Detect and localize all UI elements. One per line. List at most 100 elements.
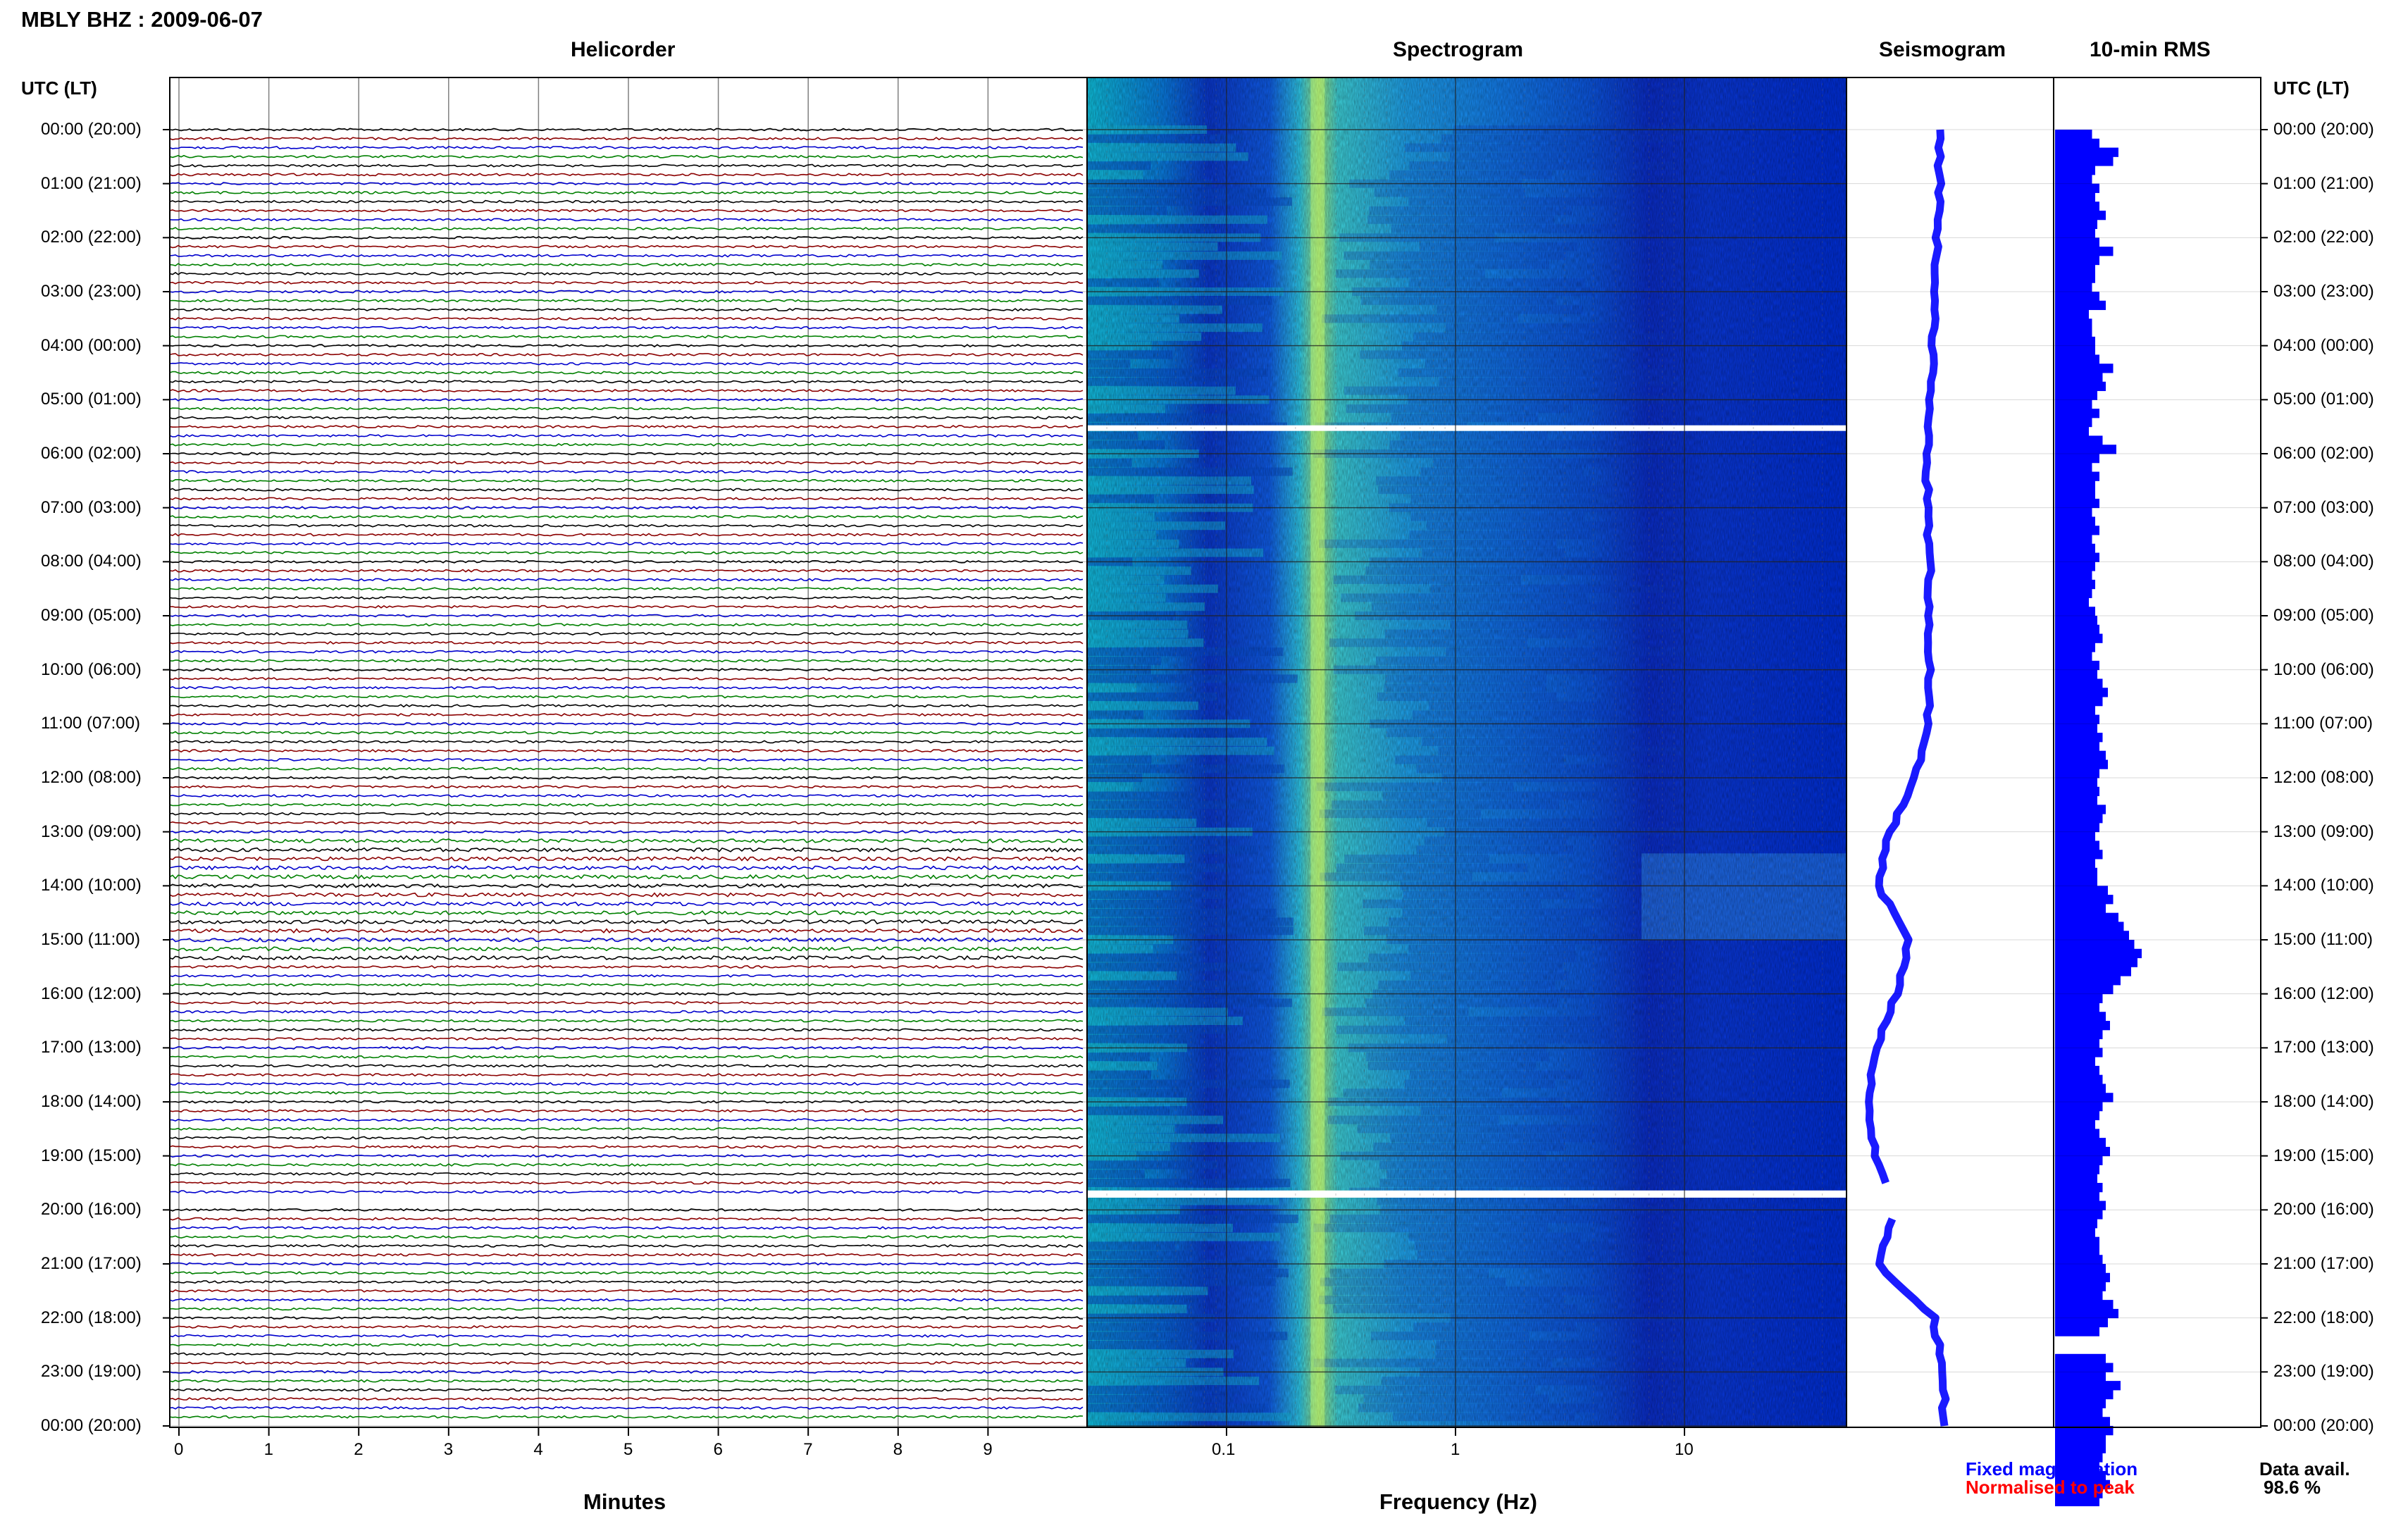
helicorder-trace bbox=[170, 1397, 1084, 1401]
rms-bar bbox=[2055, 1210, 2103, 1220]
rms-bar bbox=[2055, 976, 2121, 986]
helicorder-trace bbox=[170, 623, 1084, 627]
rms-bar bbox=[2055, 1479, 2110, 1489]
hour-label-right: 00:00 (20:00) bbox=[2273, 1416, 2374, 1435]
helicorder-trace bbox=[170, 937, 1084, 943]
rms-bar bbox=[2055, 624, 2099, 635]
hour-label-right: 11:00 (07:00) bbox=[2273, 714, 2373, 733]
hour-label-right: 16:00 (12:00) bbox=[2273, 984, 2374, 1003]
rms-bar bbox=[2055, 1065, 2099, 1076]
hour-label-left: 22:00 (18:00) bbox=[41, 1308, 142, 1327]
helicorder-trace bbox=[170, 587, 1084, 591]
minute-tick-label: 7 bbox=[803, 1440, 813, 1459]
helicorder-trace bbox=[170, 767, 1084, 771]
rms-bar bbox=[2055, 1003, 2099, 1012]
helicorder-trace bbox=[170, 847, 1084, 852]
helicorder-trace bbox=[170, 1055, 1084, 1059]
rms-bar bbox=[2055, 373, 2103, 383]
helicorder-trace bbox=[170, 676, 1084, 681]
frequency-tick-label: 0.1 bbox=[1212, 1440, 1236, 1459]
rms-bar bbox=[2055, 535, 2092, 545]
helicorder-trace bbox=[170, 254, 1084, 258]
rms-bar bbox=[2055, 1227, 2095, 1238]
hour-label-left: 15:00 (11:00) bbox=[41, 930, 140, 949]
rms-bar bbox=[2055, 345, 2095, 355]
legend-fixed-magnification: Fixed magnification bbox=[1966, 1458, 2138, 1479]
helicorder-grid bbox=[170, 77, 1087, 1427]
helicorder-trace bbox=[170, 992, 1084, 996]
hour-label-right: 01:00 (21:00) bbox=[2273, 173, 2374, 193]
rms-bar bbox=[2055, 948, 2142, 959]
helicorder-trace bbox=[170, 497, 1084, 501]
helicorder-trace bbox=[170, 1064, 1084, 1068]
helicorder-trace bbox=[170, 551, 1084, 555]
helicorder-trace bbox=[170, 1000, 1084, 1005]
helicorder-trace bbox=[170, 640, 1084, 645]
hour-label-right: 04:00 (00:00) bbox=[2273, 335, 2374, 355]
rms-bars bbox=[2054, 129, 2261, 1506]
helicorder-trace bbox=[170, 137, 1084, 141]
helicorder-trace bbox=[170, 488, 1084, 492]
rms-bar bbox=[2055, 219, 2097, 230]
hour-label-left: 00:00 (20:00) bbox=[41, 1416, 142, 1435]
rms-bar bbox=[2055, 876, 2097, 886]
page-title: MBLY BHZ : 2009-06-07 bbox=[21, 7, 263, 32]
helicorder-trace bbox=[170, 830, 1084, 834]
helicorder-trace bbox=[170, 1109, 1084, 1113]
seismogram-trace bbox=[1865, 129, 1950, 1427]
rms-bar bbox=[2055, 328, 2092, 337]
rms-bar bbox=[2055, 1398, 2106, 1408]
minute-tick-label: 8 bbox=[893, 1440, 903, 1459]
rms-bar bbox=[2055, 1110, 2099, 1121]
helicorder-trace bbox=[170, 776, 1084, 780]
hour-label-left: 13:00 (09:00) bbox=[41, 821, 142, 841]
rms-bar bbox=[2055, 237, 2099, 247]
hour-label-left: 11:00 (07:00) bbox=[41, 714, 140, 733]
rms-bar bbox=[2055, 714, 2099, 724]
helicorder-trace bbox=[170, 1162, 1084, 1167]
rms-bar bbox=[2055, 1489, 2103, 1499]
rms-bar bbox=[2055, 759, 2108, 769]
rms-bar bbox=[2055, 1308, 2118, 1319]
hour-label-left: 18:00 (14:00) bbox=[41, 1092, 142, 1111]
helicorder-trace bbox=[170, 812, 1084, 816]
helicorder-trace bbox=[170, 263, 1084, 267]
rms-bar bbox=[2055, 390, 2097, 400]
rms-bar bbox=[2055, 814, 2103, 824]
hour-label-right: 22:00 (18:00) bbox=[2273, 1308, 2374, 1327]
rms-bar bbox=[2055, 1300, 2114, 1310]
rms-bar bbox=[2055, 507, 2092, 517]
rms-bar bbox=[2055, 940, 2135, 950]
rms-bar bbox=[2055, 498, 2099, 509]
helicorder-trace bbox=[170, 1316, 1084, 1320]
helicorder-trace bbox=[170, 794, 1084, 798]
rms-bar bbox=[2055, 201, 2099, 211]
rms-bar bbox=[2055, 1029, 2103, 1040]
hour-label-left: 02:00 (22:00) bbox=[41, 228, 142, 247]
helicorder-trace bbox=[170, 352, 1084, 356]
helicorder-trace bbox=[170, 1334, 1084, 1338]
helicorder-trace bbox=[170, 1262, 1084, 1266]
rms-bar bbox=[2055, 1291, 2103, 1301]
rms-bar bbox=[2055, 1236, 2099, 1246]
helicorder-trace bbox=[170, 740, 1084, 744]
helicorder-trace bbox=[170, 1010, 1084, 1014]
data-avail-label: Data avail. bbox=[2259, 1458, 2350, 1479]
helicorder-trace bbox=[170, 685, 1084, 690]
helicorder-trace bbox=[170, 883, 1084, 889]
rms-bar bbox=[2055, 688, 2108, 697]
rms-bar bbox=[2055, 364, 2114, 373]
hour-label-right: 13:00 (09:00) bbox=[2273, 821, 2374, 841]
helicorder-trace bbox=[170, 1181, 1084, 1185]
rms-bar bbox=[2055, 1084, 2106, 1093]
rms-bar bbox=[2055, 984, 2114, 995]
helicorder-trace bbox=[170, 1081, 1084, 1086]
helicorder-trace bbox=[170, 1289, 1084, 1293]
utc-axis-label-left: UTC (LT) bbox=[21, 77, 97, 99]
rms-bar bbox=[2055, 1174, 2097, 1184]
frequency-tick-label: 10 bbox=[1675, 1440, 1694, 1459]
rms-bar bbox=[2055, 705, 2095, 716]
helicorder-trace bbox=[170, 1100, 1084, 1104]
rms-bar bbox=[2055, 300, 2106, 311]
